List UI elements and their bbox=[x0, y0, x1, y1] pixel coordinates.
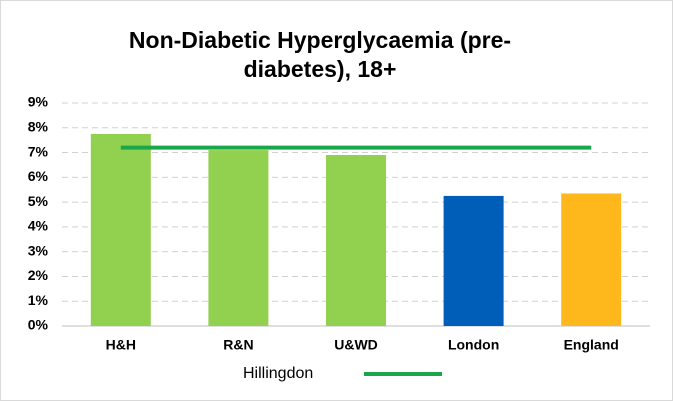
x-tick-label: U&WD bbox=[334, 337, 378, 353]
y-tick-label: 6% bbox=[28, 168, 49, 184]
bar bbox=[561, 193, 622, 326]
y-tick-label: 0% bbox=[28, 317, 49, 333]
y-tick-label: 2% bbox=[28, 267, 49, 283]
y-tick-label: 1% bbox=[28, 292, 49, 308]
y-tick-label: 3% bbox=[28, 242, 49, 258]
bar bbox=[326, 155, 386, 326]
chart-title: Non-Diabetic Hyperglycaemia (pre-diabete… bbox=[128, 27, 512, 82]
x-tick-label: London bbox=[448, 337, 499, 353]
bar bbox=[208, 150, 269, 326]
y-tick-label: 7% bbox=[28, 143, 49, 159]
y-tick-label: 9% bbox=[28, 94, 49, 110]
y-tick-label: 8% bbox=[28, 118, 49, 134]
y-tick-label: 4% bbox=[28, 218, 49, 234]
legend-label: Hillingdon bbox=[243, 365, 313, 382]
y-tick-label: 5% bbox=[28, 193, 49, 209]
x-tick-label: H&H bbox=[106, 337, 136, 353]
bar bbox=[90, 133, 151, 326]
bar bbox=[443, 195, 504, 326]
x-tick-label: R&N bbox=[223, 337, 253, 353]
x-tick-label: England bbox=[564, 337, 619, 353]
